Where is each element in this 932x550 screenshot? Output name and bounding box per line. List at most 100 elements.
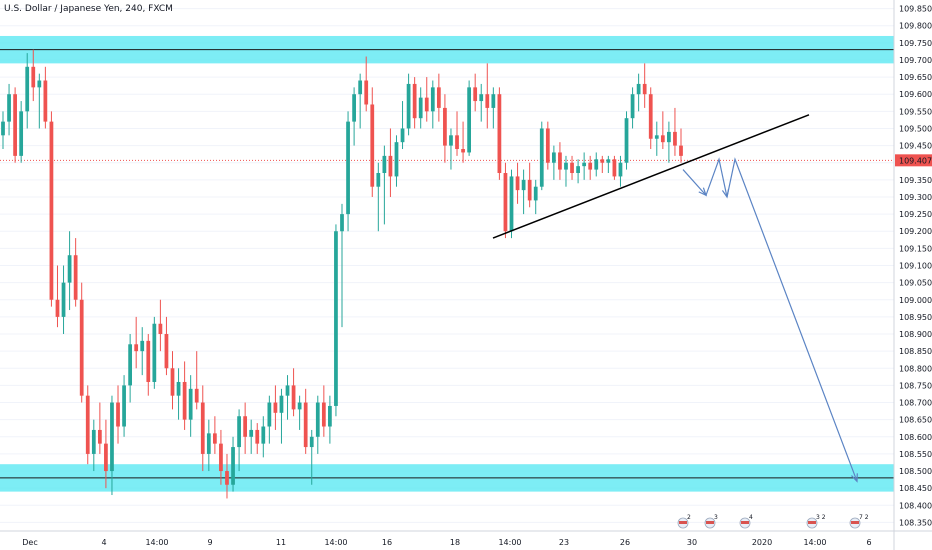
candle[interactable] bbox=[55, 265, 60, 328]
candle[interactable] bbox=[636, 73, 641, 112]
candle-body[interactable] bbox=[25, 66, 30, 112]
candle[interactable] bbox=[128, 334, 133, 403]
candle[interactable] bbox=[642, 63, 647, 108]
candle-body[interactable] bbox=[315, 402, 320, 437]
candle-body[interactable] bbox=[194, 388, 199, 403]
candle-body[interactable] bbox=[358, 80, 363, 95]
candle-body[interactable] bbox=[267, 402, 272, 427]
candle[interactable] bbox=[49, 111, 54, 307]
candle-body[interactable] bbox=[630, 94, 635, 119]
candle[interactable] bbox=[376, 162, 381, 232]
candle-body[interactable] bbox=[7, 94, 11, 122]
candle-body[interactable] bbox=[564, 162, 568, 170]
trendline[interactable] bbox=[492, 114, 810, 239]
candle[interactable] bbox=[558, 142, 562, 180]
candle[interactable] bbox=[667, 121, 671, 163]
candle-body[interactable] bbox=[309, 436, 314, 448]
candle[interactable] bbox=[291, 368, 296, 417]
candle[interactable] bbox=[479, 83, 484, 122]
candle[interactable] bbox=[231, 436, 235, 492]
candle[interactable] bbox=[267, 395, 272, 444]
candle[interactable] bbox=[606, 155, 611, 174]
candle[interactable] bbox=[382, 145, 387, 225]
candle[interactable] bbox=[648, 87, 653, 150]
candle[interactable] bbox=[334, 224, 338, 417]
candle[interactable] bbox=[509, 169, 514, 239]
candle[interactable] bbox=[679, 128, 683, 163]
candle[interactable] bbox=[358, 73, 363, 129]
candle-body[interactable] bbox=[521, 179, 526, 191]
candle[interactable] bbox=[297, 395, 302, 430]
candle[interactable] bbox=[600, 155, 605, 174]
candle[interactable] bbox=[1, 111, 5, 150]
candle[interactable] bbox=[660, 111, 665, 150]
candle[interactable] bbox=[346, 111, 350, 232]
candle-body[interactable] bbox=[303, 402, 308, 448]
candle-body[interactable] bbox=[243, 416, 248, 437]
candle[interactable] bbox=[388, 128, 393, 197]
candle-body[interactable] bbox=[13, 94, 17, 156]
candle-body[interactable] bbox=[388, 155, 393, 177]
price-scale[interactable]: 109.850 109.800 109.750 109.700 109.650 109.6… bbox=[893, 0, 932, 550]
candle-body[interactable] bbox=[176, 381, 181, 396]
candle[interactable] bbox=[352, 87, 356, 146]
candle[interactable] bbox=[146, 334, 151, 396]
candle-body[interactable] bbox=[182, 381, 187, 420]
candle[interactable] bbox=[400, 101, 405, 150]
economic-event-flag-icon[interactable]: 2 bbox=[677, 514, 691, 529]
candle[interactable] bbox=[612, 155, 617, 180]
candle-body[interactable] bbox=[533, 186, 538, 201]
candle[interactable] bbox=[624, 111, 629, 170]
candle[interactable] bbox=[219, 429, 223, 485]
candle-body[interactable] bbox=[85, 395, 90, 454]
candle-body[interactable] bbox=[212, 433, 217, 444]
candle[interactable] bbox=[79, 282, 84, 403]
candle-body[interactable] bbox=[545, 128, 550, 163]
economic-event-flag-icon[interactable]: 3 2 bbox=[806, 514, 826, 529]
candle[interactable] bbox=[539, 121, 544, 191]
candle[interactable] bbox=[455, 111, 459, 156]
candle[interactable] bbox=[303, 388, 308, 454]
candle-body[interactable] bbox=[352, 94, 356, 122]
candle[interactable] bbox=[461, 121, 465, 163]
candle[interactable] bbox=[249, 419, 254, 454]
candle-body[interactable] bbox=[225, 471, 229, 485]
candle-body[interactable] bbox=[273, 402, 278, 413]
candle[interactable] bbox=[158, 299, 163, 352]
candle[interactable] bbox=[364, 56, 369, 112]
candle-body[interactable] bbox=[479, 94, 484, 102]
candle-body[interactable] bbox=[1, 121, 5, 136]
candle[interactable] bbox=[436, 73, 441, 122]
candle[interactable] bbox=[25, 53, 30, 129]
candle-body[interactable] bbox=[170, 368, 175, 396]
candle[interactable] bbox=[61, 265, 66, 335]
candle-body[interactable] bbox=[443, 107, 447, 146]
candle-body[interactable] bbox=[582, 162, 587, 167]
candle-body[interactable] bbox=[576, 166, 580, 174]
candle-body[interactable] bbox=[612, 159, 617, 177]
candle[interactable] bbox=[467, 80, 472, 156]
candle-body[interactable] bbox=[406, 83, 411, 129]
candle[interactable] bbox=[594, 152, 599, 177]
candle-body[interactable] bbox=[134, 344, 139, 352]
candle-body[interactable] bbox=[249, 429, 254, 437]
candle[interactable] bbox=[85, 385, 90, 465]
candle-body[interactable] bbox=[594, 159, 599, 170]
candle[interactable] bbox=[570, 155, 574, 180]
candle-layer[interactable] bbox=[1, 49, 683, 499]
candle[interactable] bbox=[424, 77, 429, 122]
candle[interactable] bbox=[170, 351, 175, 410]
candle-body[interactable] bbox=[558, 152, 562, 170]
candle[interactable] bbox=[261, 416, 266, 458]
candle[interactable] bbox=[212, 416, 217, 454]
candle-body[interactable] bbox=[188, 388, 193, 420]
candle-body[interactable] bbox=[61, 282, 66, 317]
candle-body[interactable] bbox=[455, 135, 459, 150]
candle-body[interactable] bbox=[449, 135, 453, 146]
candle[interactable] bbox=[37, 73, 42, 129]
candle[interactable] bbox=[430, 80, 435, 129]
candle-body[interactable] bbox=[79, 299, 84, 396]
candle[interactable] bbox=[618, 155, 623, 187]
economic-event-flag-icon[interactable]: 7 2 bbox=[849, 514, 869, 529]
